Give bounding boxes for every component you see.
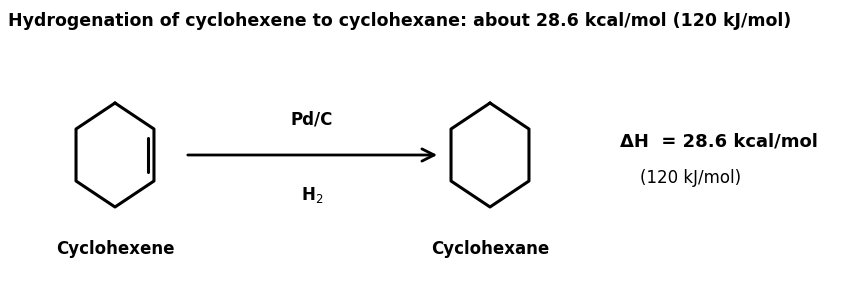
- Text: (120 kJ/mol): (120 kJ/mol): [640, 169, 741, 187]
- Text: Cyclohexane: Cyclohexane: [431, 240, 550, 258]
- Text: ΔH  = 28.6 kcal/mol: ΔH = 28.6 kcal/mol: [620, 133, 818, 151]
- Text: Pd/C: Pd/C: [291, 110, 334, 128]
- Text: H$_2$: H$_2$: [301, 185, 323, 205]
- Text: Cyclohexene: Cyclohexene: [56, 240, 175, 258]
- Text: Hydrogenation of cyclohexene to cyclohexane: about 28.6 kcal/mol (120 kJ/mol): Hydrogenation of cyclohexene to cyclohex…: [8, 12, 791, 30]
